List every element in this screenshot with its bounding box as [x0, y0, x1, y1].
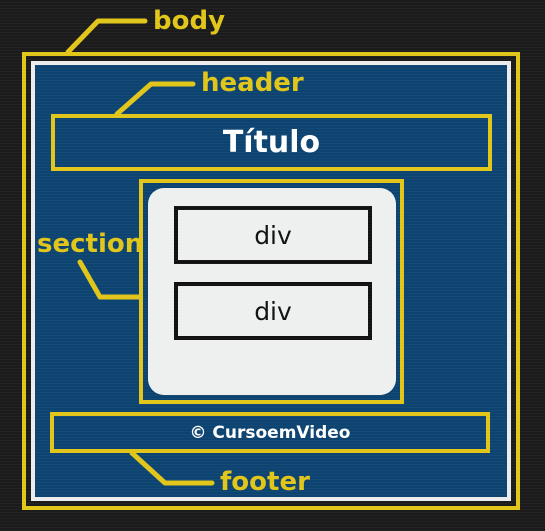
footer-leader — [129, 450, 215, 486]
footer-text: © CursoemVideo — [189, 422, 351, 443]
page-title: Título — [222, 125, 321, 160]
body-outline — [22, 52, 520, 510]
div-block-1: div — [174, 206, 372, 264]
body-label: body — [153, 6, 226, 36]
header-outline — [51, 114, 492, 171]
header-leader — [114, 81, 196, 117]
footer-outline: © CursoemVideo — [50, 412, 490, 453]
section-panel — [148, 188, 396, 395]
page-content-area — [31, 61, 511, 501]
section-outline — [139, 179, 404, 404]
section-leader — [77, 259, 142, 300]
div-block-2: div — [174, 282, 372, 340]
footer-label: footer — [220, 467, 310, 497]
header-label: header — [201, 68, 304, 98]
section-label: section — [37, 229, 144, 259]
body-leader — [65, 18, 148, 55]
